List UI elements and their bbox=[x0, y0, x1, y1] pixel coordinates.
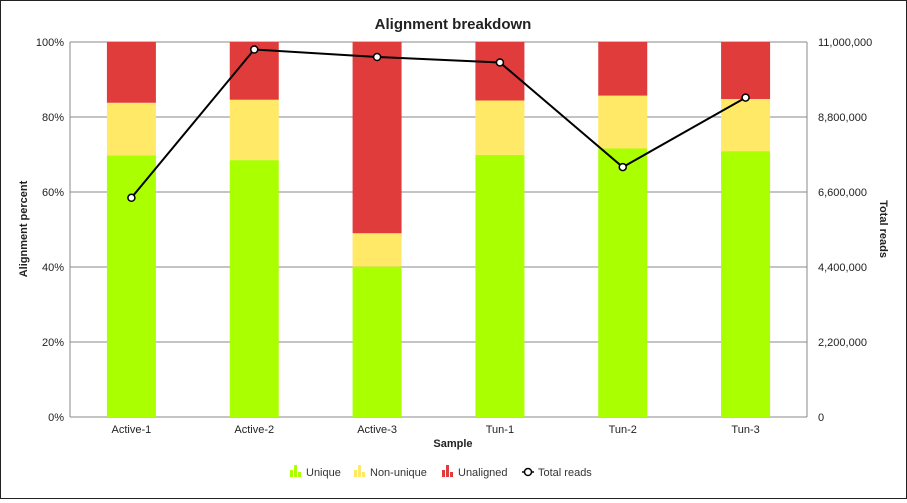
y2-tick-label: 11,000,000 bbox=[818, 37, 872, 49]
legend-label: Total reads bbox=[538, 467, 592, 479]
bar-unique bbox=[475, 154, 525, 417]
right-axis-ticks: 0 2,200,000 4,400,000 6,600,000 8,800,000 11,… bbox=[818, 37, 872, 424]
y-tick-label: 20% bbox=[42, 337, 64, 349]
legend: Unique Non-unique Unaligned Total reads bbox=[290, 465, 592, 479]
y-tick-label: 0% bbox=[48, 412, 64, 424]
x-tick-label: Active-2 bbox=[234, 424, 274, 436]
x-axis-title: Sample bbox=[433, 438, 472, 450]
x-tick-label: Active-1 bbox=[112, 424, 152, 436]
legend-item-unaligned: Unaligned bbox=[442, 465, 508, 479]
y-tick-label: 80% bbox=[42, 112, 64, 124]
x-tick-label: Tun-1 bbox=[486, 424, 514, 436]
legend-item-non-unique: Non-unique bbox=[354, 465, 427, 479]
legend-icon-bar bbox=[298, 472, 301, 477]
bars bbox=[106, 42, 771, 417]
bar-non-unique bbox=[475, 100, 525, 155]
y-axis-title: Alignment percent bbox=[18, 180, 30, 277]
bar-unique bbox=[352, 266, 402, 417]
legend-icon-bar bbox=[450, 472, 453, 477]
total-reads-polyline bbox=[130, 48, 747, 199]
chart-title: Alignment breakdown bbox=[375, 16, 532, 33]
left-axis-ticks: 0% 20% 40% 60% 80% 100% bbox=[36, 37, 64, 424]
total-reads-point bbox=[618, 162, 627, 172]
bar-non-unique bbox=[106, 102, 156, 156]
x-tick-label: Tun-3 bbox=[731, 424, 759, 436]
y2-tick-label: 6,600,000 bbox=[818, 187, 867, 199]
y2-tick-label: 0 bbox=[818, 412, 824, 424]
bar-unaligned bbox=[475, 42, 525, 101]
bar-unaligned bbox=[106, 42, 156, 103]
total-reads-point bbox=[372, 52, 382, 62]
x-tick-label: Active-3 bbox=[357, 424, 397, 436]
bar-unaligned bbox=[352, 42, 402, 234]
legend-label: Non-unique bbox=[370, 467, 427, 479]
legend-icon-bar bbox=[294, 465, 297, 477]
y2-tick-label: 8,800,000 bbox=[818, 112, 867, 124]
y2-tick-label: 4,400,000 bbox=[818, 262, 867, 274]
y2-axis-title: Total reads bbox=[877, 200, 889, 258]
legend-icon-bar bbox=[446, 465, 449, 477]
bar-unique bbox=[721, 151, 771, 417]
legend-icon-bar bbox=[358, 465, 361, 477]
y-tick-label: 40% bbox=[42, 262, 64, 274]
legend-item-unique: Unique bbox=[290, 465, 341, 479]
legend-label: Unique bbox=[306, 467, 341, 479]
legend-item-total-reads: Total reads bbox=[522, 467, 592, 479]
x-tick-label: Tun-2 bbox=[609, 424, 637, 436]
y-tick-label: 60% bbox=[42, 187, 64, 199]
y2-tick-label: 2,200,000 bbox=[818, 337, 867, 349]
bar-non-unique bbox=[229, 99, 279, 161]
bar-unaligned bbox=[721, 42, 771, 99]
bar-non-unique bbox=[352, 233, 402, 267]
legend-label: Unaligned bbox=[458, 467, 508, 479]
bar-non-unique bbox=[598, 95, 648, 149]
legend-icon-bar bbox=[442, 470, 445, 477]
total-reads-point bbox=[495, 58, 505, 67]
bar-unaligned bbox=[598, 42, 648, 96]
y-tick-label: 100% bbox=[36, 37, 64, 49]
gridlines bbox=[69, 41, 808, 418]
legend-icon-point bbox=[523, 467, 533, 477]
legend-icon-bar bbox=[354, 470, 357, 477]
total-reads-point bbox=[250, 45, 259, 54]
bar-unique bbox=[229, 160, 279, 417]
legend-icon-bar bbox=[362, 472, 365, 477]
legend-icon-bar bbox=[290, 470, 293, 477]
total-reads-point bbox=[127, 193, 136, 203]
x-axis-ticks: Active-1 Active-2 Active-3 Tun-1 Tun-2 Tun-3 bbox=[112, 424, 760, 436]
total-reads-line bbox=[127, 45, 750, 203]
bar-unique bbox=[598, 148, 648, 417]
total-reads-point bbox=[741, 93, 750, 102]
